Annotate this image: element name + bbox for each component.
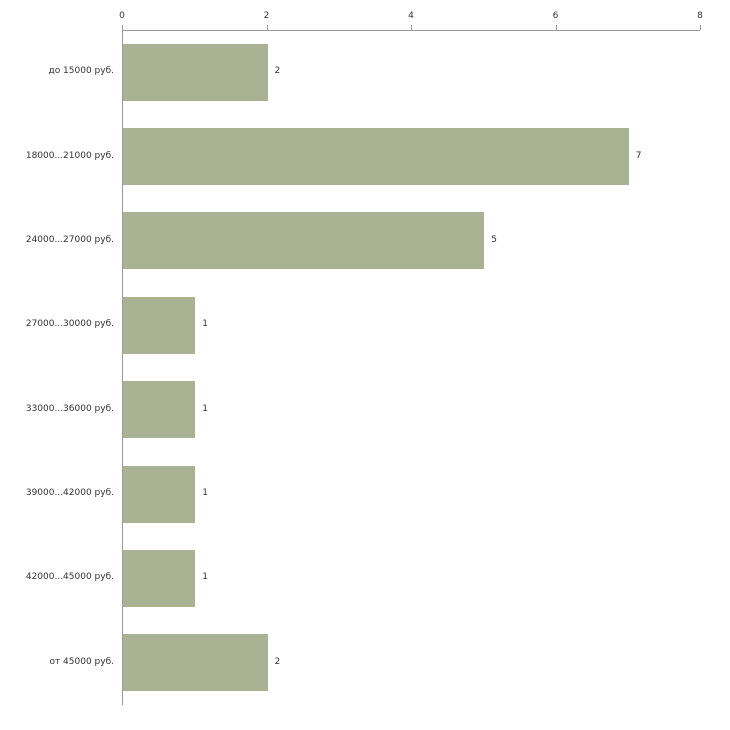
value-label: 1 [202, 319, 208, 330]
x-tick-label: 8 [697, 11, 703, 21]
category-label: 33000...36000 руб. [25, 403, 114, 414]
value-label: 2 [274, 656, 281, 667]
category-label: до 15000 руб. [48, 66, 114, 77]
category-label: 42000...45000 руб. [25, 572, 114, 583]
bar [123, 465, 196, 523]
value-label: 2 [274, 66, 281, 77]
bar [123, 549, 196, 607]
x-axis-line [122, 30, 700, 31]
bar [123, 381, 196, 439]
category-label: 24000...27000 руб. [25, 234, 114, 245]
x-tick-mark [411, 25, 412, 30]
value-label: 7 [635, 150, 642, 161]
category-label: 18000...21000 руб. [25, 150, 114, 161]
x-tick-mark [555, 25, 557, 30]
category-label: 39000...42000 руб. [25, 488, 114, 499]
category-label: от 45000 руб. [49, 656, 114, 667]
x-tick-mark [122, 25, 123, 30]
value-label: 1 [202, 403, 208, 414]
value-label: 1 [202, 572, 208, 583]
bar [123, 296, 196, 354]
x-tick-label: 2 [263, 11, 270, 21]
value-label: 1 [202, 488, 208, 499]
x-tick-label: 4 [408, 11, 414, 21]
x-tick-label: 0 [119, 11, 125, 21]
bar [123, 43, 268, 101]
category-label: 27000...30000 руб. [25, 319, 114, 330]
y-axis-line [122, 30, 123, 705]
x-tick-mark [700, 25, 701, 30]
x-tick-mark [266, 25, 268, 30]
bar [123, 128, 629, 186]
bar [123, 634, 268, 692]
bar [123, 212, 485, 270]
value-label: 5 [491, 234, 497, 245]
x-tick-label: 6 [552, 11, 559, 21]
